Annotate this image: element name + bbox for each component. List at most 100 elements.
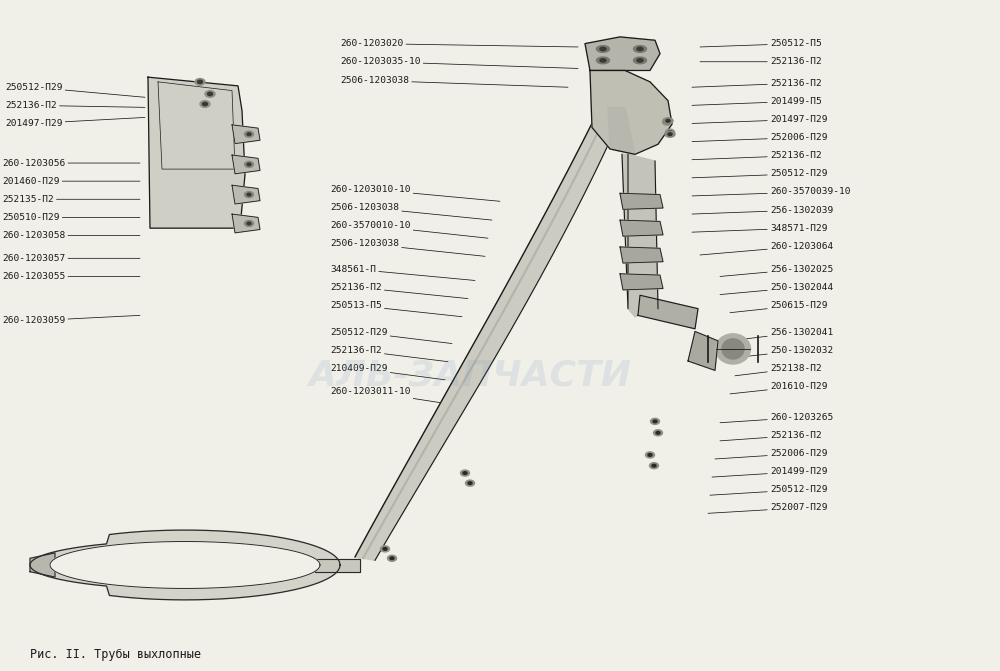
Ellipse shape bbox=[650, 419, 660, 425]
Ellipse shape bbox=[198, 80, 202, 83]
Ellipse shape bbox=[388, 556, 396, 561]
Ellipse shape bbox=[665, 131, 675, 137]
Text: 252136-П2: 252136-П2 bbox=[330, 346, 448, 362]
Ellipse shape bbox=[722, 339, 744, 359]
Text: 201497-П29: 201497-П29 bbox=[5, 117, 145, 128]
Ellipse shape bbox=[652, 464, 656, 467]
Ellipse shape bbox=[648, 454, 652, 456]
Text: 252007-П29: 252007-П29 bbox=[708, 503, 828, 513]
Ellipse shape bbox=[666, 129, 674, 136]
Ellipse shape bbox=[596, 46, 610, 52]
Ellipse shape bbox=[383, 548, 387, 550]
Polygon shape bbox=[620, 220, 663, 236]
Text: 260-1203035-10: 260-1203035-10 bbox=[340, 57, 578, 68]
Text: 201497-П29: 201497-П29 bbox=[692, 115, 828, 124]
Text: 252136-П2: 252136-П2 bbox=[5, 101, 145, 110]
Text: 2506-1203038: 2506-1203038 bbox=[340, 76, 568, 87]
Text: 250510-П29: 250510-П29 bbox=[2, 213, 140, 222]
Ellipse shape bbox=[665, 121, 669, 123]
Text: 201499-П5: 201499-П5 bbox=[692, 97, 822, 106]
Text: 252006-П29: 252006-П29 bbox=[715, 449, 828, 459]
Ellipse shape bbox=[654, 430, 662, 436]
Text: 252006-П29: 252006-П29 bbox=[692, 133, 828, 142]
Ellipse shape bbox=[668, 133, 672, 136]
Text: Рис. II. Трубы выхлопные: Рис. II. Трубы выхлопные bbox=[30, 648, 201, 661]
Ellipse shape bbox=[202, 102, 208, 105]
Ellipse shape bbox=[656, 431, 660, 434]
Text: 348561-П: 348561-П bbox=[330, 264, 475, 280]
Text: 250512-П29: 250512-П29 bbox=[710, 485, 828, 495]
Polygon shape bbox=[148, 77, 245, 228]
Ellipse shape bbox=[205, 91, 215, 97]
Ellipse shape bbox=[200, 101, 210, 107]
Ellipse shape bbox=[195, 79, 205, 85]
Text: 260-3570010-10: 260-3570010-10 bbox=[330, 221, 488, 238]
Text: 252138-П2: 252138-П2 bbox=[735, 364, 822, 376]
Ellipse shape bbox=[668, 131, 672, 134]
Polygon shape bbox=[315, 559, 360, 572]
Polygon shape bbox=[608, 107, 635, 154]
Ellipse shape bbox=[247, 222, 251, 225]
Ellipse shape bbox=[634, 57, 646, 64]
Polygon shape bbox=[590, 70, 672, 154]
Text: 252136-П2: 252136-П2 bbox=[700, 57, 822, 66]
Polygon shape bbox=[232, 155, 260, 174]
Ellipse shape bbox=[380, 546, 390, 552]
Polygon shape bbox=[232, 125, 260, 144]
Text: АЛЬ-ЗАПЧАСТИ: АЛЬ-ЗАПЧАСТИ bbox=[308, 359, 632, 393]
Text: 260-1203058: 260-1203058 bbox=[2, 231, 140, 240]
Text: 252136-П2: 252136-П2 bbox=[330, 282, 468, 299]
Text: 250512-П5: 250512-П5 bbox=[700, 39, 822, 48]
Text: 250513-П5: 250513-П5 bbox=[330, 301, 462, 317]
Text: 256-1302039: 256-1302039 bbox=[692, 205, 833, 215]
Text: 260-1203064: 260-1203064 bbox=[700, 242, 833, 255]
Ellipse shape bbox=[637, 47, 643, 50]
Text: 250-1302032: 250-1302032 bbox=[735, 346, 833, 358]
Ellipse shape bbox=[600, 59, 606, 62]
Text: 260-1203020: 260-1203020 bbox=[340, 39, 578, 48]
Ellipse shape bbox=[468, 482, 472, 484]
Text: 260-1203011-10: 260-1203011-10 bbox=[330, 387, 440, 403]
Ellipse shape bbox=[650, 463, 658, 468]
Polygon shape bbox=[50, 541, 320, 588]
Polygon shape bbox=[232, 214, 260, 233]
Ellipse shape bbox=[208, 93, 212, 96]
Text: 260-1203056: 260-1203056 bbox=[2, 158, 140, 168]
Polygon shape bbox=[30, 553, 55, 577]
Text: 201499-П29: 201499-П29 bbox=[712, 467, 828, 477]
Text: 210409-П29: 210409-П29 bbox=[330, 364, 445, 380]
Polygon shape bbox=[585, 37, 660, 70]
Text: 252136-П2: 252136-П2 bbox=[692, 79, 822, 88]
Polygon shape bbox=[232, 185, 260, 204]
Text: 252136-П2: 252136-П2 bbox=[720, 431, 822, 441]
Text: 348571-П29: 348571-П29 bbox=[692, 223, 828, 233]
Ellipse shape bbox=[662, 119, 672, 125]
Text: 252136-П2: 252136-П2 bbox=[692, 151, 822, 160]
Text: 260-1203059: 260-1203059 bbox=[2, 315, 140, 325]
Polygon shape bbox=[355, 107, 625, 560]
Ellipse shape bbox=[634, 46, 646, 52]
Polygon shape bbox=[638, 295, 698, 329]
Polygon shape bbox=[30, 530, 340, 600]
Text: 260-3570039-10: 260-3570039-10 bbox=[692, 187, 850, 197]
Ellipse shape bbox=[653, 420, 657, 423]
Text: 256-1302041: 256-1302041 bbox=[740, 327, 833, 340]
Text: 2506-1203038: 2506-1203038 bbox=[330, 203, 492, 220]
Text: 250512-П29: 250512-П29 bbox=[692, 169, 828, 178]
Ellipse shape bbox=[666, 119, 670, 122]
Ellipse shape bbox=[716, 333, 750, 364]
Polygon shape bbox=[620, 247, 663, 263]
Ellipse shape bbox=[600, 47, 606, 50]
Ellipse shape bbox=[247, 163, 251, 166]
Ellipse shape bbox=[466, 480, 475, 486]
Text: 250615-П29: 250615-П29 bbox=[730, 301, 828, 313]
Polygon shape bbox=[688, 331, 718, 370]
Ellipse shape bbox=[596, 57, 610, 64]
Ellipse shape bbox=[663, 118, 673, 124]
Ellipse shape bbox=[244, 220, 254, 226]
Text: 256-1302025: 256-1302025 bbox=[720, 264, 833, 276]
Text: 250512-П29: 250512-П29 bbox=[330, 327, 452, 344]
Text: 260-1203055: 260-1203055 bbox=[2, 272, 140, 281]
Text: 252135-П2: 252135-П2 bbox=[2, 195, 140, 204]
Ellipse shape bbox=[460, 470, 470, 476]
